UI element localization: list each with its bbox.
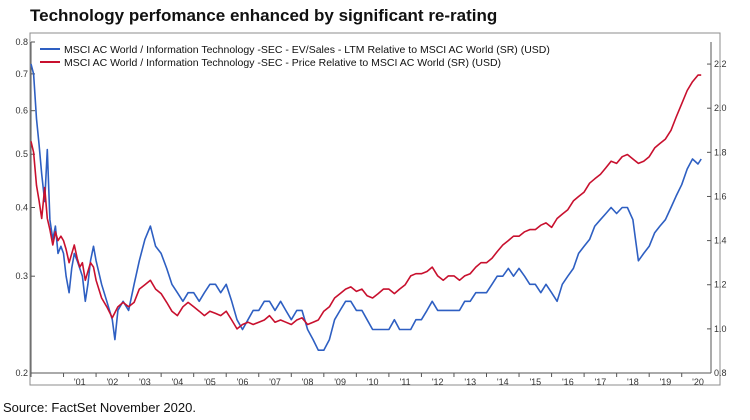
- source-note: Source: FactSet November 2020.: [3, 400, 196, 415]
- x-tick-label: '14: [497, 377, 509, 387]
- legend-label-price-relative: MSCI AC World / Information Technology -…: [64, 57, 501, 69]
- chart-title: Technology perfomance enhanced by signif…: [30, 6, 498, 25]
- right-tick-label: 1.4: [714, 236, 727, 246]
- right-tick-label: 1.0: [714, 324, 727, 334]
- x-tick-label: '10: [367, 377, 379, 387]
- right-tick-label: 2.0: [714, 103, 727, 113]
- x-tick-label: '09: [334, 377, 346, 387]
- x-tick-label: '02: [106, 377, 118, 387]
- chart-border: [29, 32, 721, 386]
- x-tick-label: '03: [139, 377, 151, 387]
- left-tick-label: 0.4: [15, 203, 28, 213]
- left-axis-ticks: 0.8 0.7 0.6 0.5 0.4 0.3 0.2: [15, 37, 35, 378]
- left-tick-label: 0.7: [15, 69, 28, 79]
- left-tick-label: 0.6: [15, 106, 28, 116]
- right-axis-ticks: 2.2 2.0 1.8 1.6 1.4 1.2 1.0 0.8: [707, 59, 727, 378]
- legend-label-ev-sales: MSCI AC World / Information Technology -…: [64, 44, 550, 56]
- right-tick-label: 1.8: [714, 147, 727, 157]
- left-tick-label: 0.5: [15, 149, 28, 159]
- right-tick-label: 0.8: [714, 368, 727, 378]
- legend: MSCI AC World / Information Technology -…: [40, 44, 550, 69]
- x-tick-label: '20: [692, 377, 704, 387]
- series-layer: [30, 63, 702, 351]
- x-tick-label: '08: [302, 377, 314, 387]
- x-tick-label: '11: [400, 377, 411, 387]
- right-tick-label: 1.6: [714, 191, 727, 201]
- x-tick-label: '19: [660, 377, 672, 387]
- x-tick-label: '13: [464, 377, 476, 387]
- x-tick-label: '16: [562, 377, 574, 387]
- x-tick-label: '07: [269, 377, 281, 387]
- left-tick-label: 0.2: [15, 368, 28, 378]
- x-axis-ticks: '01 '02 '03 '04 '05 '06 '07 '08 '09 '10 '11 '12 '13 '…: [30, 373, 704, 387]
- left-tick-label: 0.8: [15, 37, 28, 47]
- x-tick-label: '01: [74, 377, 86, 387]
- x-tick-label: '17: [595, 377, 607, 387]
- right-tick-label: 1.2: [714, 280, 727, 290]
- right-tick-label: 2.2: [714, 59, 727, 69]
- x-tick-label: '06: [237, 377, 249, 387]
- x-tick-label: '04: [172, 377, 184, 387]
- left-tick-label: 0.3: [15, 271, 28, 281]
- x-tick-label: '12: [432, 377, 444, 387]
- series-line-ev-sales: [30, 63, 702, 351]
- x-tick-label: '15: [529, 377, 541, 387]
- x-tick-label: '05: [204, 377, 216, 387]
- series-line-price-relative: [30, 74, 702, 330]
- x-tick-label: '18: [627, 377, 639, 387]
